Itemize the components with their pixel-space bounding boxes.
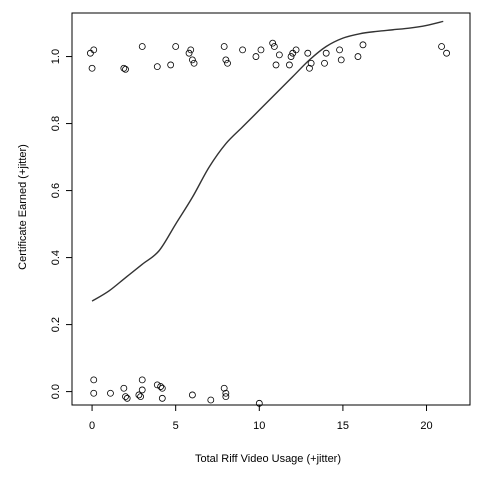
data-point [107,389,114,397]
data-point [438,43,445,50]
y-tick-label: 0.6 [50,183,62,198]
data-point [285,61,293,69]
data-point [307,59,315,67]
data-point [120,64,128,72]
data-point [172,43,180,50]
data-point [321,59,328,67]
data-point [207,396,215,404]
data-point [359,41,367,49]
data-point [255,399,263,407]
data-point [220,384,228,392]
data-point [158,384,166,392]
data-point [222,56,230,64]
data-point [322,49,330,57]
data-point [257,46,265,54]
data-point [120,384,128,392]
data-point [88,64,96,72]
y-tick-label: 0.8 [50,116,62,131]
data-point [138,43,146,50]
data-point [190,59,198,67]
data-point [222,393,230,401]
data-point [138,376,146,384]
data-point [90,376,98,384]
data-point [269,39,277,47]
data-point [122,393,129,401]
data-point [123,394,131,402]
y-tick-label: 0.2 [50,317,62,332]
data-point [153,381,161,389]
data-point [239,46,246,54]
data-point [336,46,343,54]
data-point [292,46,300,54]
x-tick-label: 20 [420,420,432,432]
y-axis: 0.0 0.2 0.4 0.6 0.8 1.0 [50,49,73,399]
data-point [270,43,278,50]
data-point [337,56,345,64]
data-point [153,63,161,71]
data-point [157,383,165,390]
x-axis: 0 5 10 15 20 [89,404,433,432]
data-point [90,46,98,54]
data-point [187,46,195,54]
data-point [443,49,450,57]
data-point [306,64,313,72]
data-point [189,56,196,64]
x-tick-label: 0 [89,420,95,432]
data-point [90,389,98,397]
y-tick-label: 0.0 [50,384,62,399]
x-tick-label: 5 [173,420,179,432]
data-point [135,391,143,399]
data-point [354,53,362,60]
x-tick-label: 15 [337,420,349,432]
data-point [222,389,230,397]
data-point [122,65,129,73]
smooth-fit-line [91,20,444,302]
data-point [138,386,146,394]
x-axis-label: Total Riff Video Usage (+jitter) [195,453,341,465]
data-point [220,43,228,50]
data-point [185,49,193,57]
data-point [137,393,144,401]
data-point [224,59,231,67]
data-point [158,394,166,402]
y-tick-label: 1.0 [50,49,62,64]
data-point [167,61,175,69]
x-tick-label: 10 [253,420,265,432]
plot-frame [71,12,471,406]
data-point [252,53,260,60]
y-tick-label: 0.4 [50,250,62,265]
data-point [189,391,196,399]
data-point [304,49,312,57]
data-point [275,51,283,59]
data-point [86,49,94,57]
data-point [272,61,280,69]
series-layer [86,20,450,407]
data-point [287,53,295,60]
y-axis-label: Certificate Earned (+jitter) [17,144,29,270]
